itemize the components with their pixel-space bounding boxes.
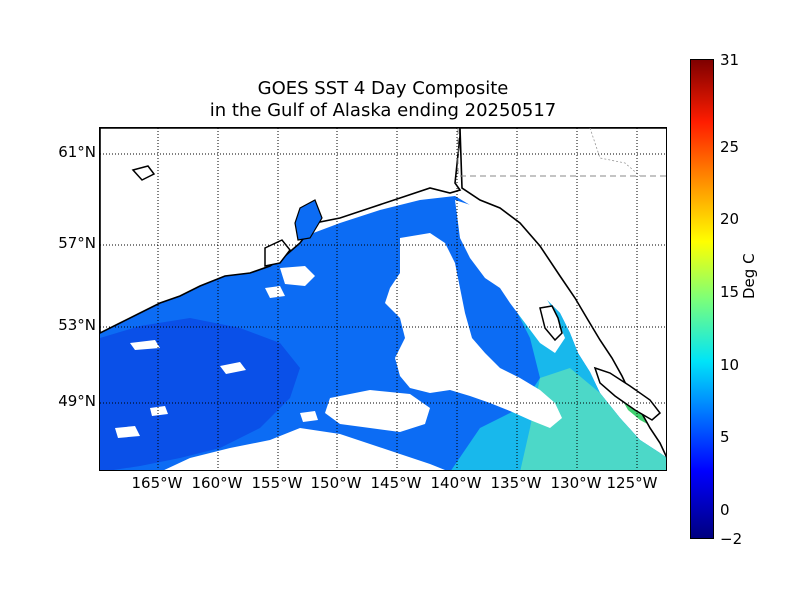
map-title-line-2: in the Gulf of Alaska ending 20250517 (209, 100, 557, 121)
lon-label-145w: 145°W (370, 474, 422, 492)
canada-coast-land (459, 128, 666, 458)
lat-label-61n: 61°N (58, 143, 96, 161)
sst-field-southeast (520, 368, 666, 470)
lon-label-140w: 140°W (430, 474, 482, 492)
colorbar-label: Deg C (740, 253, 758, 299)
lat-label-49n: 49°N (58, 392, 96, 410)
us-canada-border (457, 128, 666, 177)
colorbar-tick-15: 15 (720, 283, 740, 301)
cook-inlet (294, 199, 323, 241)
lat-label-53n: 53°N (58, 316, 96, 334)
kodiak-island (264, 239, 291, 267)
alaska-land (100, 128, 462, 334)
sst-field-west (100, 318, 300, 470)
lon-label-150w: 150°W (310, 474, 362, 492)
colorbar-tick-10: 10 (720, 356, 740, 374)
colorbar-tick-25: 25 (720, 138, 740, 156)
lon-label-135w: 135°W (490, 474, 542, 492)
lon-label-165w: 165°W (131, 474, 183, 492)
colorbar-tick-5: 5 (720, 428, 730, 446)
colorbar-tick-0: 0 (720, 501, 730, 519)
sst-map (99, 127, 667, 471)
lon-label-155w: 155°W (251, 474, 303, 492)
map-title-line-1: GOES SST 4 Day Composite (257, 78, 509, 99)
colorbar-tick-31: 31 (720, 51, 740, 69)
lon-label-130w: 130°W (550, 474, 602, 492)
graticule (100, 128, 666, 470)
colorbar-tick-minus2: −2 (720, 530, 743, 548)
haida-gwaii-island (539, 305, 563, 342)
province-border (589, 128, 641, 177)
nunivak-island (131, 165, 156, 181)
lon-label-125w: 125°W (606, 474, 658, 492)
colorbar-tick-20: 20 (720, 210, 740, 228)
colorbar (690, 59, 714, 539)
sst-map-canvas (100, 128, 666, 470)
lat-label-57n: 57°N (58, 234, 96, 252)
lon-label-160w: 160°W (191, 474, 243, 492)
cloud-mask (115, 200, 565, 470)
map-title: GOES SST 4 Day Composite in the Gulf of … (100, 78, 666, 122)
vancouver-island (593, 366, 662, 421)
